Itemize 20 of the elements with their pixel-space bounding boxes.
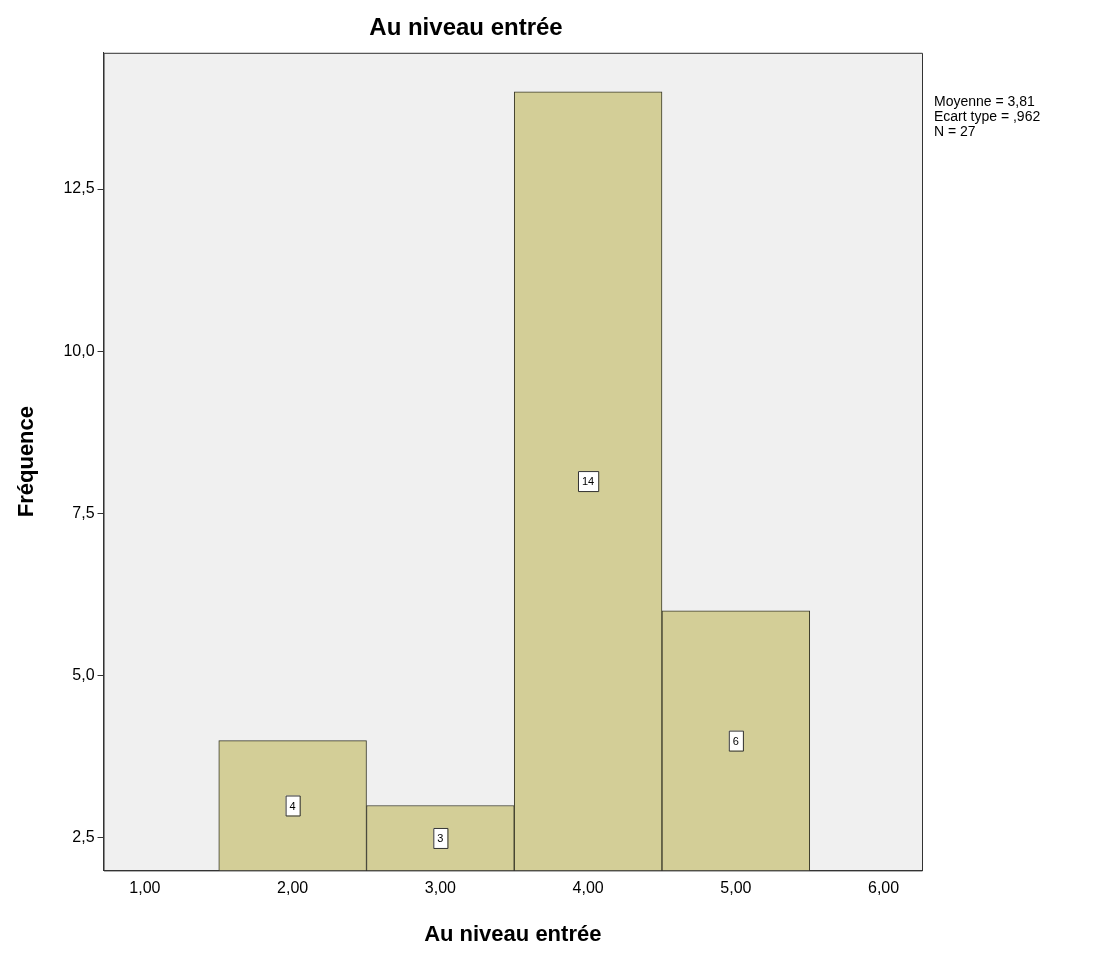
x-tick-label: 1,00 [129,879,161,897]
y-tick-label: 5,0 [72,666,95,684]
y-axis-title: Fréquence [13,405,39,518]
data-label: 3 [437,831,444,844]
x-axis-title: Au niveau entrée [424,920,602,946]
x-tick-label: 2,00 [277,879,309,897]
data-label: 4 [289,799,296,812]
x-tick-label: 6,00 [868,879,900,897]
y-tick-label: 7,5 [72,503,95,521]
y-tick-label: 12,5 [63,179,95,197]
text: N = 27 [934,122,976,139]
x-tick-label: 3,00 [424,879,457,897]
y-tick-label: 2,5 [72,828,95,846]
y-tick-label: 10,0 [63,341,95,359]
data-label: 14 [581,475,595,488]
x-tick-label: 5,00 [720,879,752,897]
chart-title: Au niveau entrée [369,13,563,41]
data-label: 6 [732,734,739,747]
x-tick-label: 4,00 [572,879,604,897]
text: Moyenne = 3,81 [934,92,1036,109]
